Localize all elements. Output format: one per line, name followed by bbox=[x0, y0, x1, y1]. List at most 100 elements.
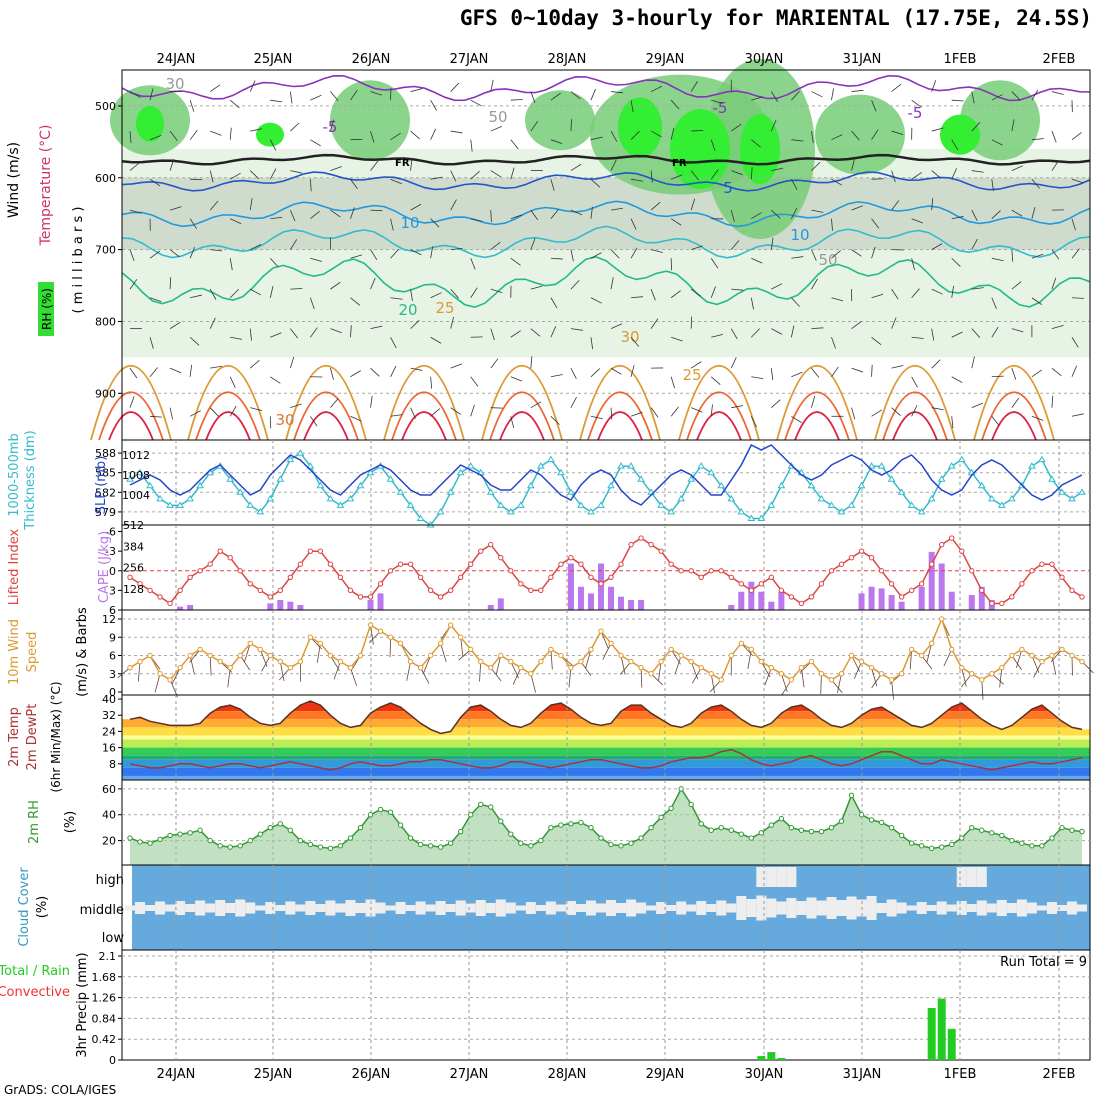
thickness-line-point bbox=[597, 501, 605, 508]
wind-barb bbox=[931, 359, 941, 369]
y-tick-label: 800 bbox=[95, 315, 116, 328]
wind-barb bbox=[390, 414, 403, 417]
thickness-line-point bbox=[997, 501, 1006, 508]
cloud-middle-cell bbox=[886, 899, 897, 917]
wind-speed-line-point bbox=[297, 658, 304, 665]
wind-barb bbox=[479, 661, 482, 682]
wind-barb bbox=[154, 673, 161, 693]
wind-barb bbox=[891, 365, 904, 369]
wind-barb bbox=[1031, 207, 1036, 219]
rh-line-point bbox=[177, 831, 183, 837]
wind-barb bbox=[891, 170, 896, 183]
li-line-point bbox=[628, 541, 634, 548]
rh-line-point bbox=[1039, 843, 1045, 849]
li-line-point bbox=[928, 561, 935, 567]
li-line-point bbox=[648, 541, 654, 548]
wind-barb bbox=[410, 289, 413, 302]
wind-barb bbox=[730, 209, 735, 222]
wind-barb bbox=[951, 376, 963, 383]
cape-bar bbox=[898, 601, 905, 610]
thickness-line-point bbox=[987, 494, 996, 502]
cloud-middle-cell bbox=[265, 902, 276, 914]
wind-barb bbox=[129, 396, 135, 408]
wind-barb bbox=[871, 364, 873, 377]
wind-barb bbox=[149, 88, 154, 101]
thickness-line-point bbox=[717, 481, 726, 489]
date-label-bottom: 28JAN bbox=[548, 1067, 587, 1082]
wind-barb bbox=[1071, 297, 1084, 299]
cloud-level-label: low bbox=[102, 931, 125, 946]
y-tick-label: 9 bbox=[109, 631, 116, 644]
chart-title: GFS 0~10day 3-hourly for MARIENTAL (17.7… bbox=[459, 6, 1092, 30]
cape-tick-label: 256 bbox=[123, 562, 144, 575]
rh-line-point bbox=[247, 837, 253, 844]
wind-barb bbox=[1011, 281, 1022, 290]
wind-speed-line-point bbox=[888, 677, 895, 683]
cape-bar bbox=[768, 601, 775, 610]
thickness-line-point bbox=[637, 475, 645, 482]
cape-bar bbox=[187, 605, 194, 610]
precip-bar bbox=[927, 1008, 936, 1060]
wind-barb bbox=[831, 88, 834, 101]
wind-barb bbox=[710, 404, 713, 417]
wind-speed-line-point bbox=[478, 658, 484, 665]
cloud-middle-cell bbox=[986, 903, 997, 913]
wind-barb bbox=[570, 249, 574, 262]
wind-barb bbox=[450, 316, 454, 329]
wind-speed-line-point bbox=[488, 664, 494, 671]
wind-barb bbox=[410, 158, 413, 171]
rh-line-point bbox=[488, 804, 494, 810]
wind-barb bbox=[951, 168, 957, 180]
wind-barb bbox=[1011, 397, 1020, 408]
wind-barb bbox=[931, 198, 934, 211]
wind-barb bbox=[370, 130, 375, 143]
wind-barb bbox=[1011, 249, 1014, 262]
wind-barb bbox=[1031, 89, 1039, 101]
wind-barb bbox=[891, 317, 897, 329]
thickness-line-point bbox=[526, 481, 535, 489]
thickness-line-point bbox=[346, 494, 355, 502]
wind-barb bbox=[570, 209, 583, 216]
date-label-bottom: 27JAN bbox=[450, 1067, 489, 1082]
wind-barb bbox=[750, 167, 753, 180]
wind-barb bbox=[1071, 218, 1076, 231]
wind-barb bbox=[650, 170, 653, 183]
thickness-line-point bbox=[166, 501, 174, 508]
rh-line-point bbox=[157, 836, 163, 843]
cloud-middle-cell bbox=[626, 899, 637, 917]
rh-line-point bbox=[939, 844, 945, 850]
li-line-point bbox=[387, 568, 394, 574]
wind-barb bbox=[430, 99, 437, 111]
wind-speed-line-point bbox=[528, 671, 534, 677]
li-line-point bbox=[999, 600, 1005, 607]
rh-line-point bbox=[227, 844, 233, 850]
y-tick-label: 0.84 bbox=[92, 1012, 117, 1025]
cloud-middle-cell bbox=[155, 901, 166, 915]
cloud-middle-cell bbox=[475, 900, 486, 916]
wind-barb bbox=[550, 139, 563, 144]
wind-barb bbox=[790, 325, 795, 338]
y-tick-label: 0 bbox=[109, 565, 116, 578]
cloud-middle-cell bbox=[1026, 902, 1037, 914]
li-line-point bbox=[608, 574, 614, 581]
y-tick-label: 0 bbox=[109, 1054, 116, 1067]
wind-barb bbox=[423, 655, 432, 673]
wind-barb bbox=[550, 257, 563, 260]
wind-barb bbox=[791, 207, 798, 219]
cape-bar bbox=[888, 595, 895, 610]
thickness-line-point bbox=[577, 501, 585, 508]
wind-barb bbox=[1051, 277, 1057, 290]
wind-barb bbox=[368, 630, 381, 643]
wind-barb bbox=[289, 239, 298, 250]
cape-tick-label: 512 bbox=[123, 519, 144, 532]
wind-barb bbox=[610, 207, 623, 211]
thickness-line-point bbox=[927, 494, 936, 502]
thickness-line-point bbox=[817, 494, 826, 502]
thickness-line-point bbox=[226, 475, 235, 482]
wind-barb bbox=[229, 376, 236, 388]
contour-label: 5 bbox=[723, 179, 733, 197]
rh-line-point bbox=[638, 835, 644, 841]
wind-barb bbox=[770, 119, 777, 132]
wind-barb bbox=[390, 178, 402, 185]
wind-barb bbox=[820, 673, 822, 694]
